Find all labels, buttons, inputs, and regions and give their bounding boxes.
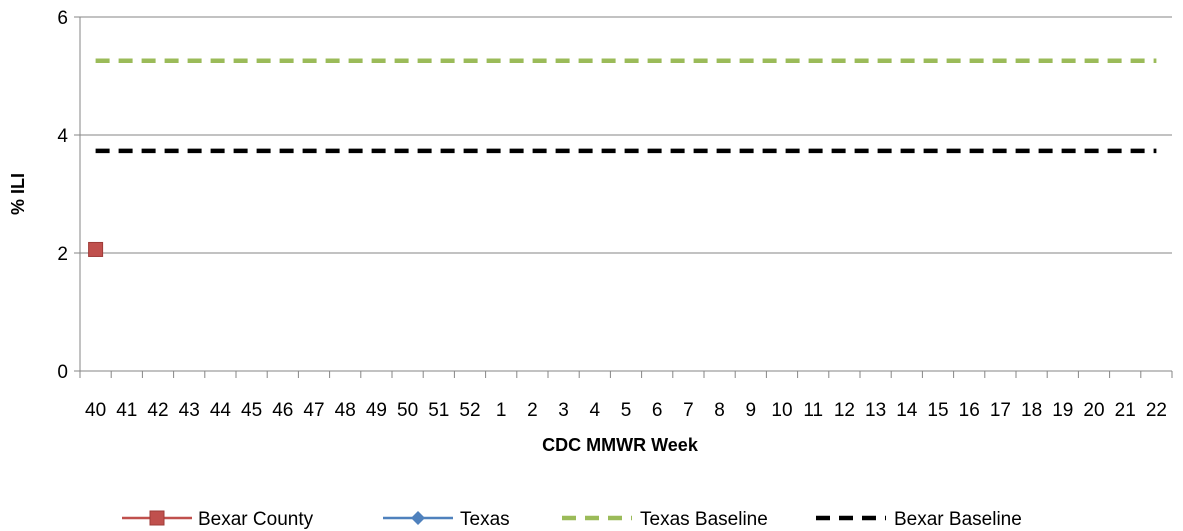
x-tick-label: 52 (459, 400, 480, 421)
legend-marker (149, 510, 165, 526)
x-tick-label: 5 (621, 400, 632, 421)
legend-label: Texas Baseline (640, 509, 768, 530)
x-tick-label: 2 (527, 400, 538, 421)
x-tick-label: 40 (85, 400, 106, 421)
legend: Bexar County Texas Texas Baseline Bexar Bas… (122, 509, 1022, 530)
x-tick-label: 51 (428, 400, 449, 421)
y-axis-title: % ILI (8, 173, 28, 215)
x-tick-label: 42 (147, 400, 168, 421)
x-tick-label: 3 (558, 400, 569, 421)
x-tick-label: 6 (652, 400, 663, 421)
x-tick-label: 9 (746, 400, 757, 421)
x-tick-label: 19 (1052, 400, 1073, 421)
x-tick-label: 46 (272, 400, 293, 421)
series-layer (88, 58, 1157, 257)
x-tick-label: 15 (927, 400, 948, 421)
legend-item: Bexar Baseline (816, 509, 1022, 530)
x-tick-label: 7 (683, 400, 694, 421)
x-tick-label: 10 (771, 400, 792, 421)
x-tick-label: 22 (1146, 400, 1167, 421)
legend-label: Bexar Baseline (894, 509, 1022, 530)
x-tick-label: 13 (865, 400, 886, 421)
data-point (88, 241, 104, 257)
x-tick-label: 1 (496, 400, 507, 421)
legend-label: Bexar County (198, 509, 314, 530)
y-tick-label: 0 (57, 362, 68, 383)
y-tick-label: 6 (57, 8, 68, 29)
x-tick-label: 45 (241, 400, 262, 421)
legend-label: Texas (460, 509, 510, 530)
x-tick-label: 16 (959, 400, 980, 421)
x-tick-label: 18 (1021, 400, 1042, 421)
axes (74, 16, 1173, 378)
x-tick-label: 44 (210, 400, 232, 421)
gridlines (80, 16, 1172, 254)
x-tick-label: 21 (1115, 400, 1136, 421)
legend-item: Texas Baseline (562, 509, 768, 530)
x-tick-label: 14 (896, 400, 918, 421)
x-tick-label: 47 (303, 400, 324, 421)
x-tick-label: 20 (1083, 400, 1104, 421)
x-tick-label: 43 (179, 400, 200, 421)
x-tick-label: 11 (803, 400, 823, 421)
x-tick-label: 4 (590, 400, 601, 421)
x-tick-label: 49 (366, 400, 387, 421)
y-tick-label: 2 (57, 244, 68, 265)
x-tick-label: 50 (397, 400, 418, 421)
x-tick-label: 17 (990, 400, 1011, 421)
x-tick-label: 41 (116, 400, 137, 421)
legend-item: Bexar County (122, 509, 314, 530)
y-tick-label: 4 (57, 126, 68, 147)
x-axis-title: CDC MMWR Week (542, 435, 699, 455)
y-tick-labels: 0 2 4 6 (57, 8, 68, 383)
x-tick-labels: 40 41 42 43 44 45 46 47 48 49 50 51 52 1 2 3 4 5 6 7 8 9 10 11 1… (85, 400, 1167, 421)
legend-marker (411, 511, 425, 525)
x-tick-label: 48 (335, 400, 356, 421)
legend-item: Texas (383, 509, 510, 530)
x-tick-label: 12 (834, 400, 855, 421)
x-tick-label: 8 (714, 400, 725, 421)
